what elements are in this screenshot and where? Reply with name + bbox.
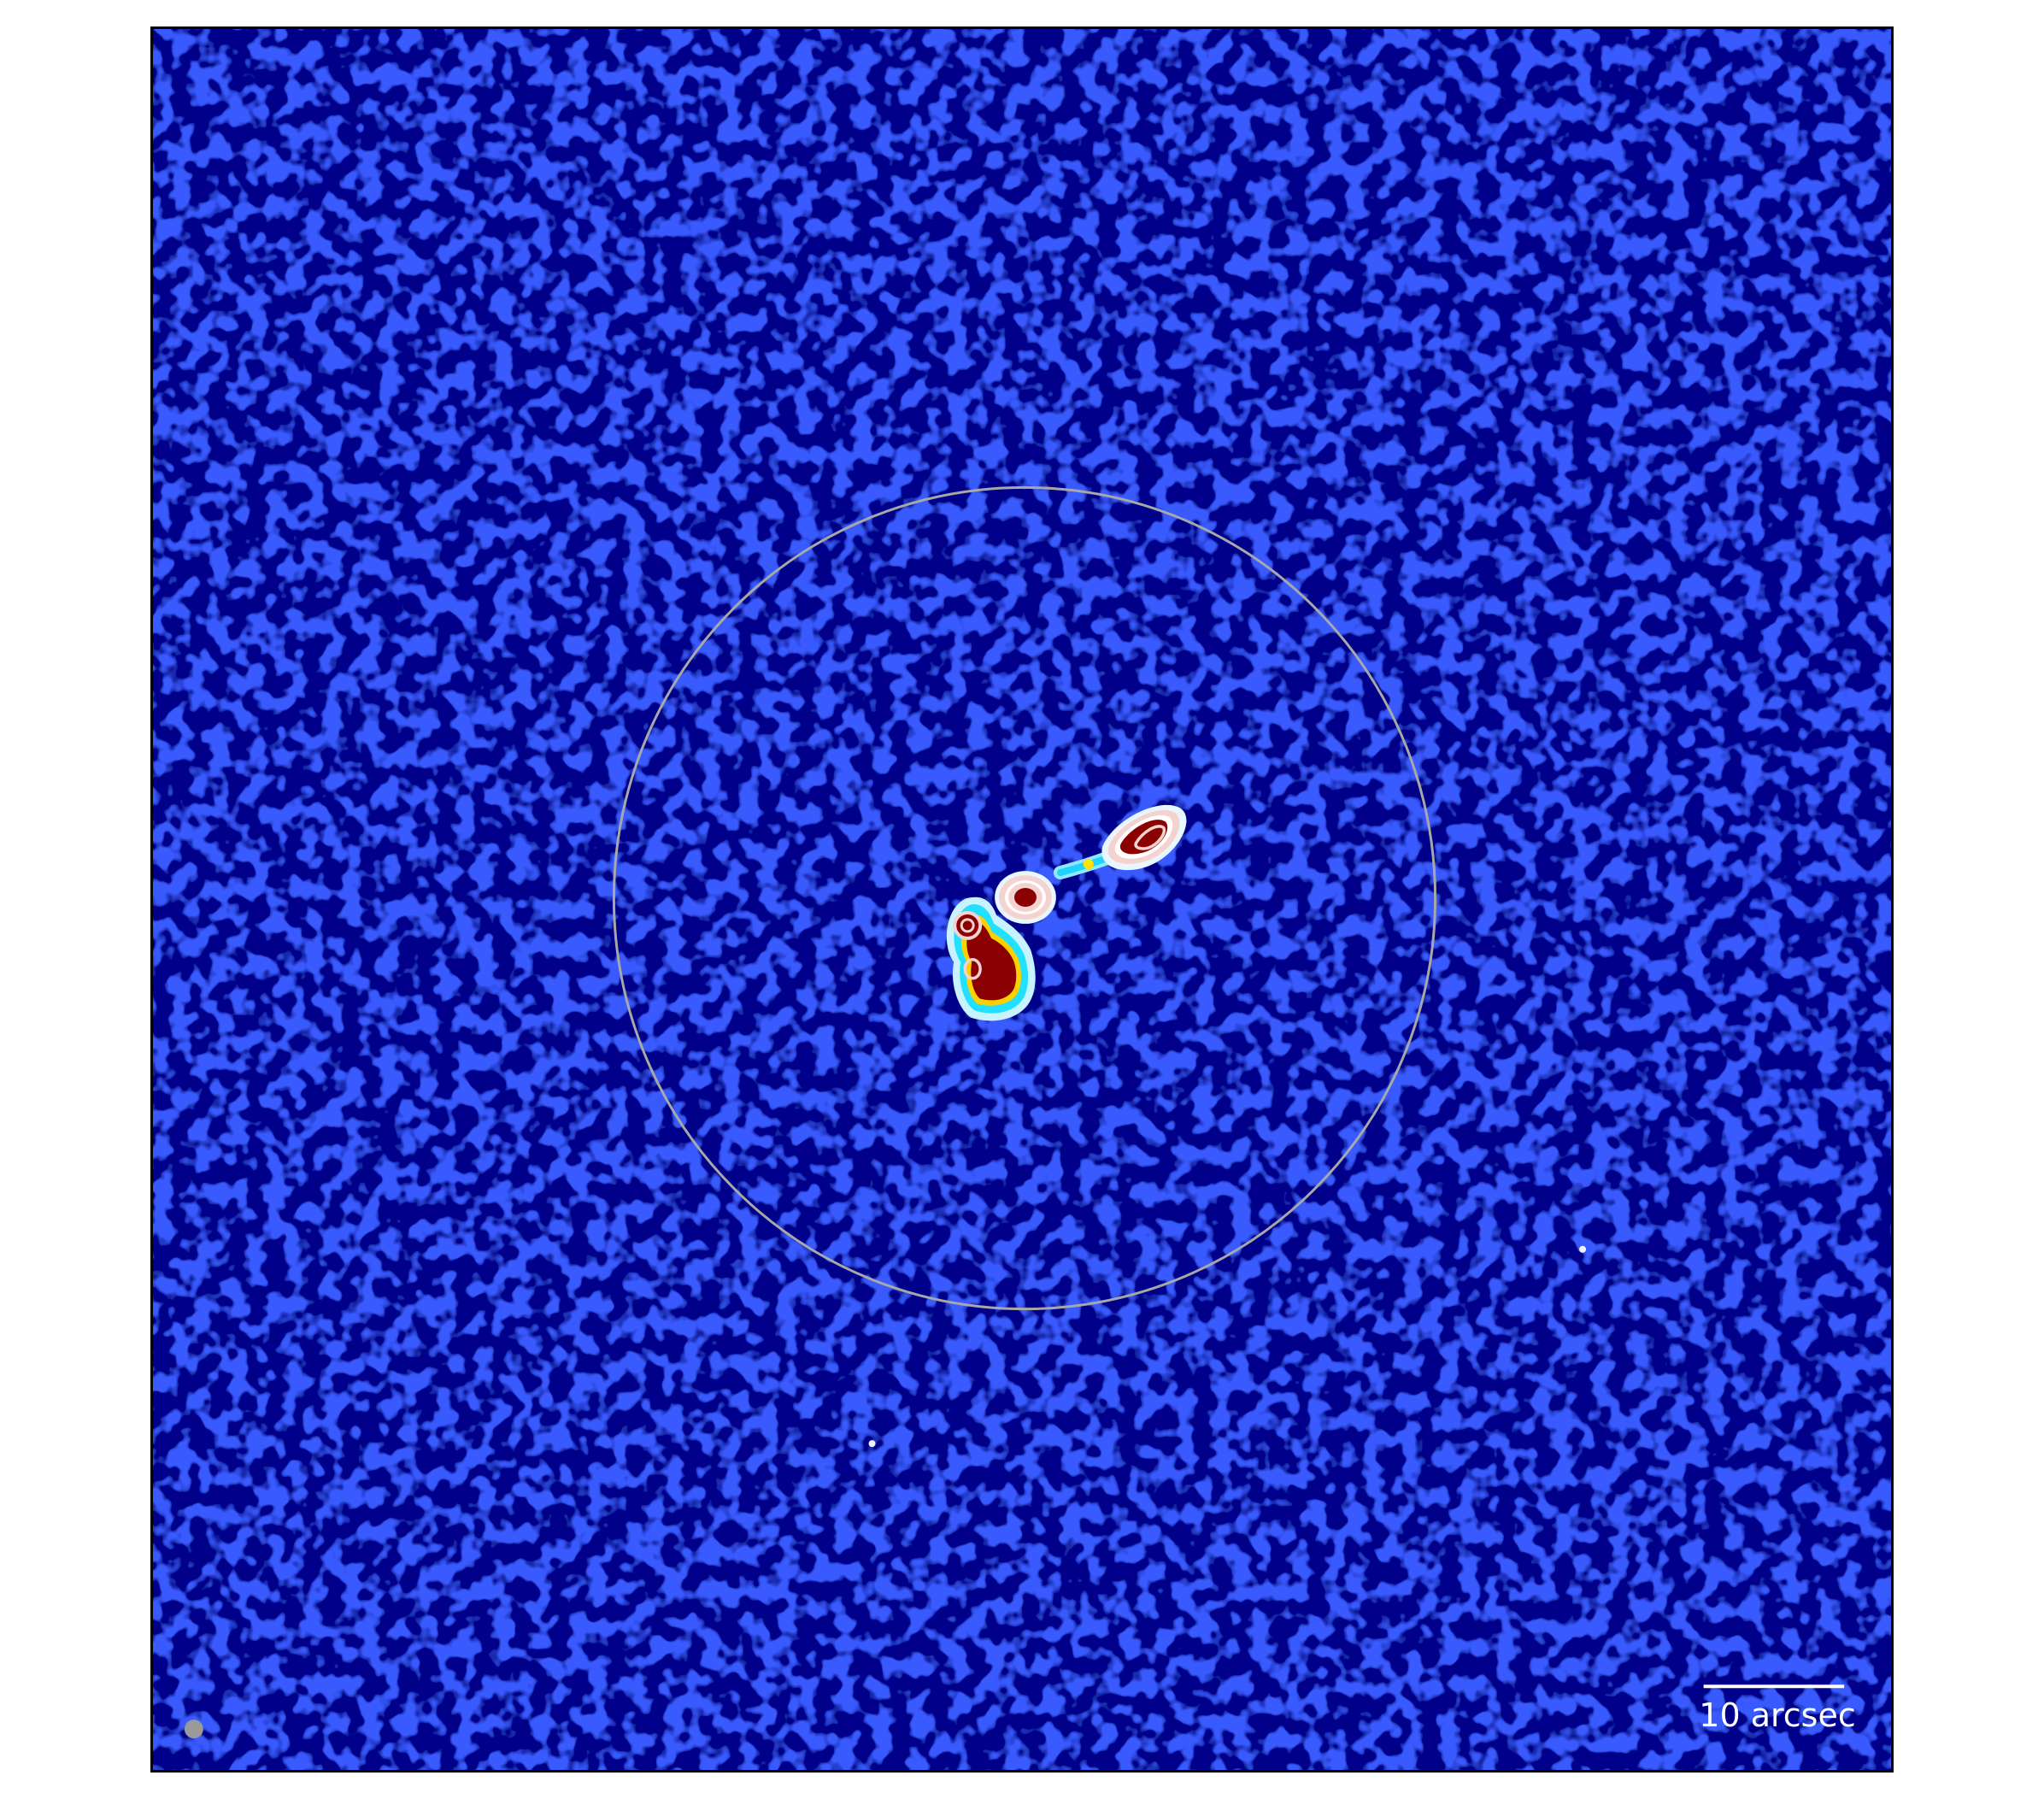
beam-ellipse bbox=[184, 1720, 203, 1739]
radio-map-canvas bbox=[153, 29, 1891, 1770]
radio-map-panel bbox=[150, 26, 1894, 1773]
south-core-blob bbox=[946, 897, 1036, 1021]
point-source bbox=[1579, 1245, 1587, 1253]
central-knot bbox=[995, 871, 1056, 924]
point-source bbox=[868, 1440, 876, 1448]
northeast-lobe bbox=[1101, 804, 1187, 871]
aperture-circle bbox=[612, 485, 1437, 1311]
scalebar-label: 10 arcsec bbox=[1699, 1696, 1856, 1734]
